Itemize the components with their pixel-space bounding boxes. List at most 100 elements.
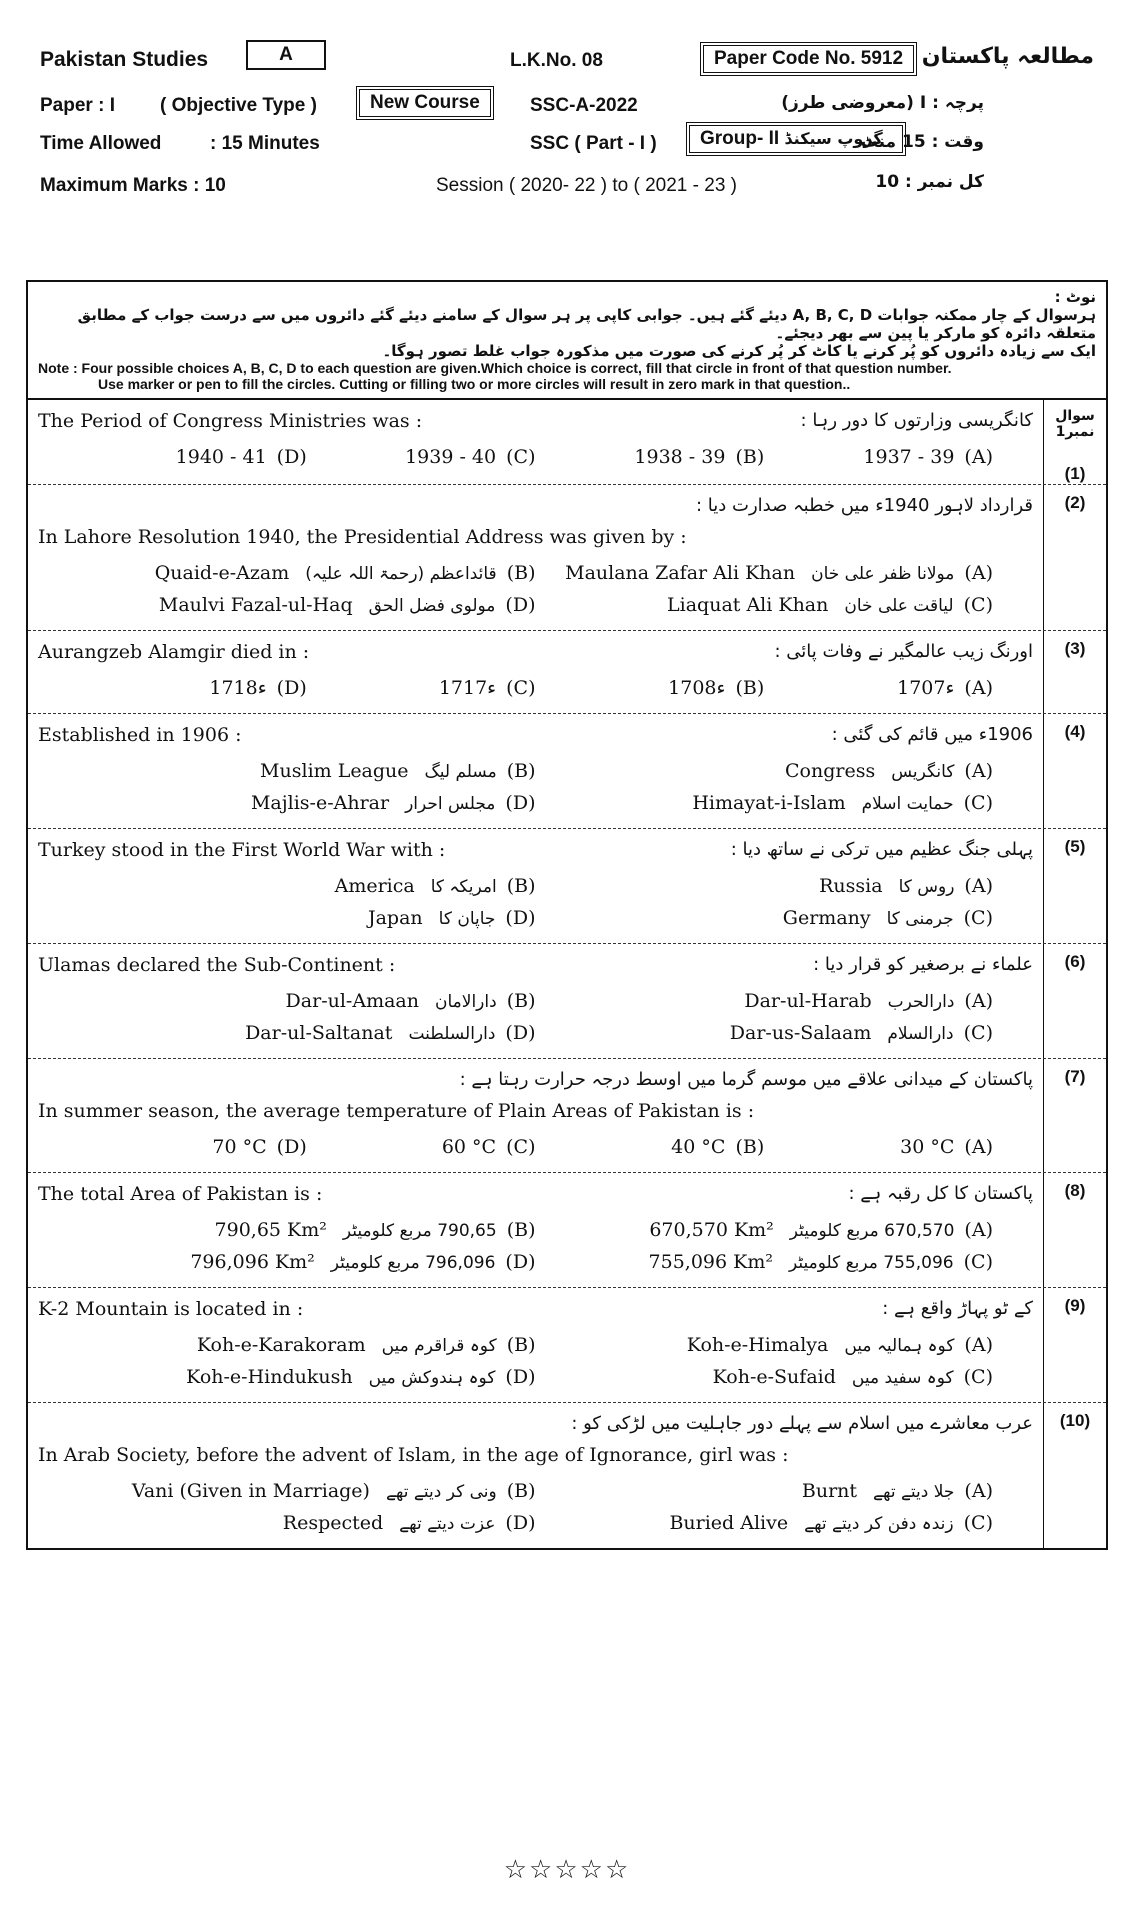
note-urdu-line: ایک سے زیادہ دائروں کو پُر کرنے یا کاٹ ک… <box>382 342 1096 360</box>
option: (C) 60 °C <box>307 1136 536 1158</box>
question-english: In Arab Society, before the advent of Is… <box>38 1444 789 1466</box>
option: (A) جلا دیتے تھے Burnt <box>536 1480 993 1502</box>
question-number: (6) <box>1064 952 1086 971</box>
option: (D) عزت دیتے تھے Respected <box>78 1512 536 1534</box>
question: The Period of Congress Ministries was : ک… <box>28 400 1106 485</box>
line: Ulamas declared the Sub-Continent : علماء… <box>38 954 1033 976</box>
option-urdu: مولانا ظفر علی خان <box>811 564 955 584</box>
option: (A) دارالحرب Dar-ul-Harab <box>536 990 993 1012</box>
option: (D) 1718ء <box>78 677 306 699</box>
option-text: Maulana Zafar Ali Khan <box>565 562 796 584</box>
option-urdu: مسلم لیگ <box>424 762 497 782</box>
option-text: Majlis-e-Ahrar <box>250 792 390 814</box>
option-text: 1718ء <box>209 677 267 699</box>
question-number: (4) <box>1064 722 1086 741</box>
option-letter: (B) <box>506 760 536 782</box>
option-urdu: 670,570 مربع کلومیٹر <box>789 1221 955 1241</box>
option-urdu: روس کا <box>898 877 955 897</box>
option-text: 1937 - 39 <box>863 446 955 468</box>
option-text: Dar-ul-Harab <box>744 990 872 1012</box>
option: (A) مولانا ظفر علی خان Maulana Zafar Ali K… <box>536 562 993 584</box>
option-text: Respected <box>282 1512 384 1534</box>
option-letter: (C) <box>506 446 536 468</box>
option-text: Koh-e-Hindukush <box>186 1366 353 1388</box>
option-letter: (D) <box>505 1251 536 1273</box>
option-letter: (B) <box>735 1136 765 1158</box>
line: Aurangzeb Alamgir died in : اورنگ زیب عال… <box>38 641 1033 663</box>
options: (A) 1937 - 39 (B) 1938 - 39 (C) 1939 - 40 (D) 1… <box>38 442 1033 476</box>
option-letter: (C) <box>963 1512 993 1534</box>
question-number: (3) <box>1064 639 1086 658</box>
option: (A) 1937 - 39 <box>764 446 993 468</box>
option-letter: (A) <box>964 760 993 782</box>
course: New Course <box>356 86 494 120</box>
option-text: Burnt <box>801 1480 858 1502</box>
option-letter: (D) <box>276 446 307 468</box>
option: (A) 670,570 مربع کلومیٹر 670,570 Km² <box>536 1219 993 1241</box>
option-text: 1717ء <box>438 677 497 699</box>
option-letter: (B) <box>506 875 536 897</box>
group-ur: گروپ سیکنڈ <box>784 129 883 148</box>
note-label: نوٹ : <box>1054 288 1096 306</box>
urdu-time: وقت : 15 منٹ <box>860 132 984 152</box>
question-english: Turkey stood in the First World War with… <box>38 839 446 861</box>
option-letter: (A) <box>964 677 993 699</box>
header: Pakistan Studies A L.K.No. 08 Paper Code… <box>0 0 1134 290</box>
option-text: Dar-us-Salaam <box>729 1022 872 1044</box>
question: Aurangzeb Alamgir died in : اورنگ زیب عال… <box>28 631 1106 714</box>
line: K-2 Mountain is located in : کے ٹو پہاڑ و… <box>38 1298 1033 1320</box>
option-letter: (A) <box>964 1219 993 1241</box>
option-letter: (A) <box>964 1136 993 1158</box>
line: In Arab Society, before the advent of Is… <box>38 1444 1033 1466</box>
option: (B) 1938 - 39 <box>536 446 764 468</box>
question-number-cell: (4) <box>1044 714 1106 828</box>
paper-type: ( Objective Type ) <box>160 95 317 116</box>
option-text: 1939 - 40 <box>405 446 497 468</box>
option-urdu: دارالامان <box>434 992 497 1012</box>
question-body: Turkey stood in the First World War with… <box>28 829 1044 943</box>
line: The Period of Congress Ministries was : ک… <box>38 410 1033 432</box>
question-number-cell: (8) <box>1044 1173 1106 1287</box>
question-number: (2) <box>1064 493 1086 512</box>
option-text: America <box>334 875 415 897</box>
subject: Pakistan Studies <box>40 48 209 71</box>
option-letter: (A) <box>964 875 993 897</box>
option-urdu: 790,65 مربع کلومیٹر <box>342 1221 497 1241</box>
question-number-cell: (10) <box>1044 1403 1106 1548</box>
option: (B) 1708ء <box>536 677 764 699</box>
question-body: Aurangzeb Alamgir died in : اورنگ زیب عال… <box>28 631 1044 713</box>
question-number-cell: (9) <box>1044 1288 1106 1402</box>
question: Established in 1906 : 1906ء میں قائم کی گ… <box>28 714 1106 829</box>
question: K-2 Mountain is located in : کے ٹو پہاڑ و… <box>28 1288 1106 1403</box>
option-letter: (A) <box>964 562 993 584</box>
option: (B) 790,65 مربع کلومیٹر 790,65 Km² <box>78 1219 536 1241</box>
option: (D) 796,096 مربع کلومیٹر 796,096 Km² <box>78 1251 536 1273</box>
option-text: 1938 - 39 <box>634 446 726 468</box>
question: Ulamas declared the Sub-Continent : علماء… <box>28 944 1106 1059</box>
question-urdu: کے ٹو پہاڑ واقع ہے : <box>882 1298 1033 1319</box>
option-text: Dar-ul-Amaan <box>285 990 419 1012</box>
option-urdu: قائداعظم (رحمۃ اللہ علیہ) <box>305 564 497 584</box>
option: (A) روس کا Russia <box>536 875 993 897</box>
question-urdu: قرارداد لاہور 1940ء میں خطبہ صدارت دیا : <box>696 495 1033 516</box>
option: (C) 1717ء <box>307 677 536 699</box>
option-letter: (C) <box>963 1022 993 1044</box>
option-urdu: کوہ سفید میں <box>851 1368 954 1388</box>
option-letter: (A) <box>964 990 993 1012</box>
option-text: Russia <box>819 875 883 897</box>
option-urdu: امریکہ کا <box>430 877 497 897</box>
options: (A) دارالحرب Dar-ul-Harab (B) دارالامان Dar-u… <box>38 986 1033 1052</box>
urdu-paper: پرچہ : I (معروضی طرز) <box>781 93 984 113</box>
options: (A) کوہ ہمالیہ میں Koh-e-Himalya (B) کوہ قرا… <box>38 1330 1033 1396</box>
option-text: Muslim League <box>260 760 409 782</box>
option: (D) 1940 - 41 <box>78 446 307 468</box>
question-body: پاکستان کے میدانی علاقے میں موسم گرما می… <box>28 1059 1044 1172</box>
option-text: 1940 - 41 <box>175 446 267 468</box>
paper: Paper : I <box>40 95 115 116</box>
option-urdu: مجلس احرار <box>405 794 496 814</box>
line: In summer season, the average temperatur… <box>38 1100 1033 1122</box>
questions: The Period of Congress Ministries was : ک… <box>28 400 1106 1548</box>
option: (A) 1707ء <box>764 677 993 699</box>
option-letter: (A) <box>964 1334 993 1356</box>
option: (B) قائداعظم (رحمۃ اللہ علیہ) Quaid-e-Azam <box>78 562 536 584</box>
